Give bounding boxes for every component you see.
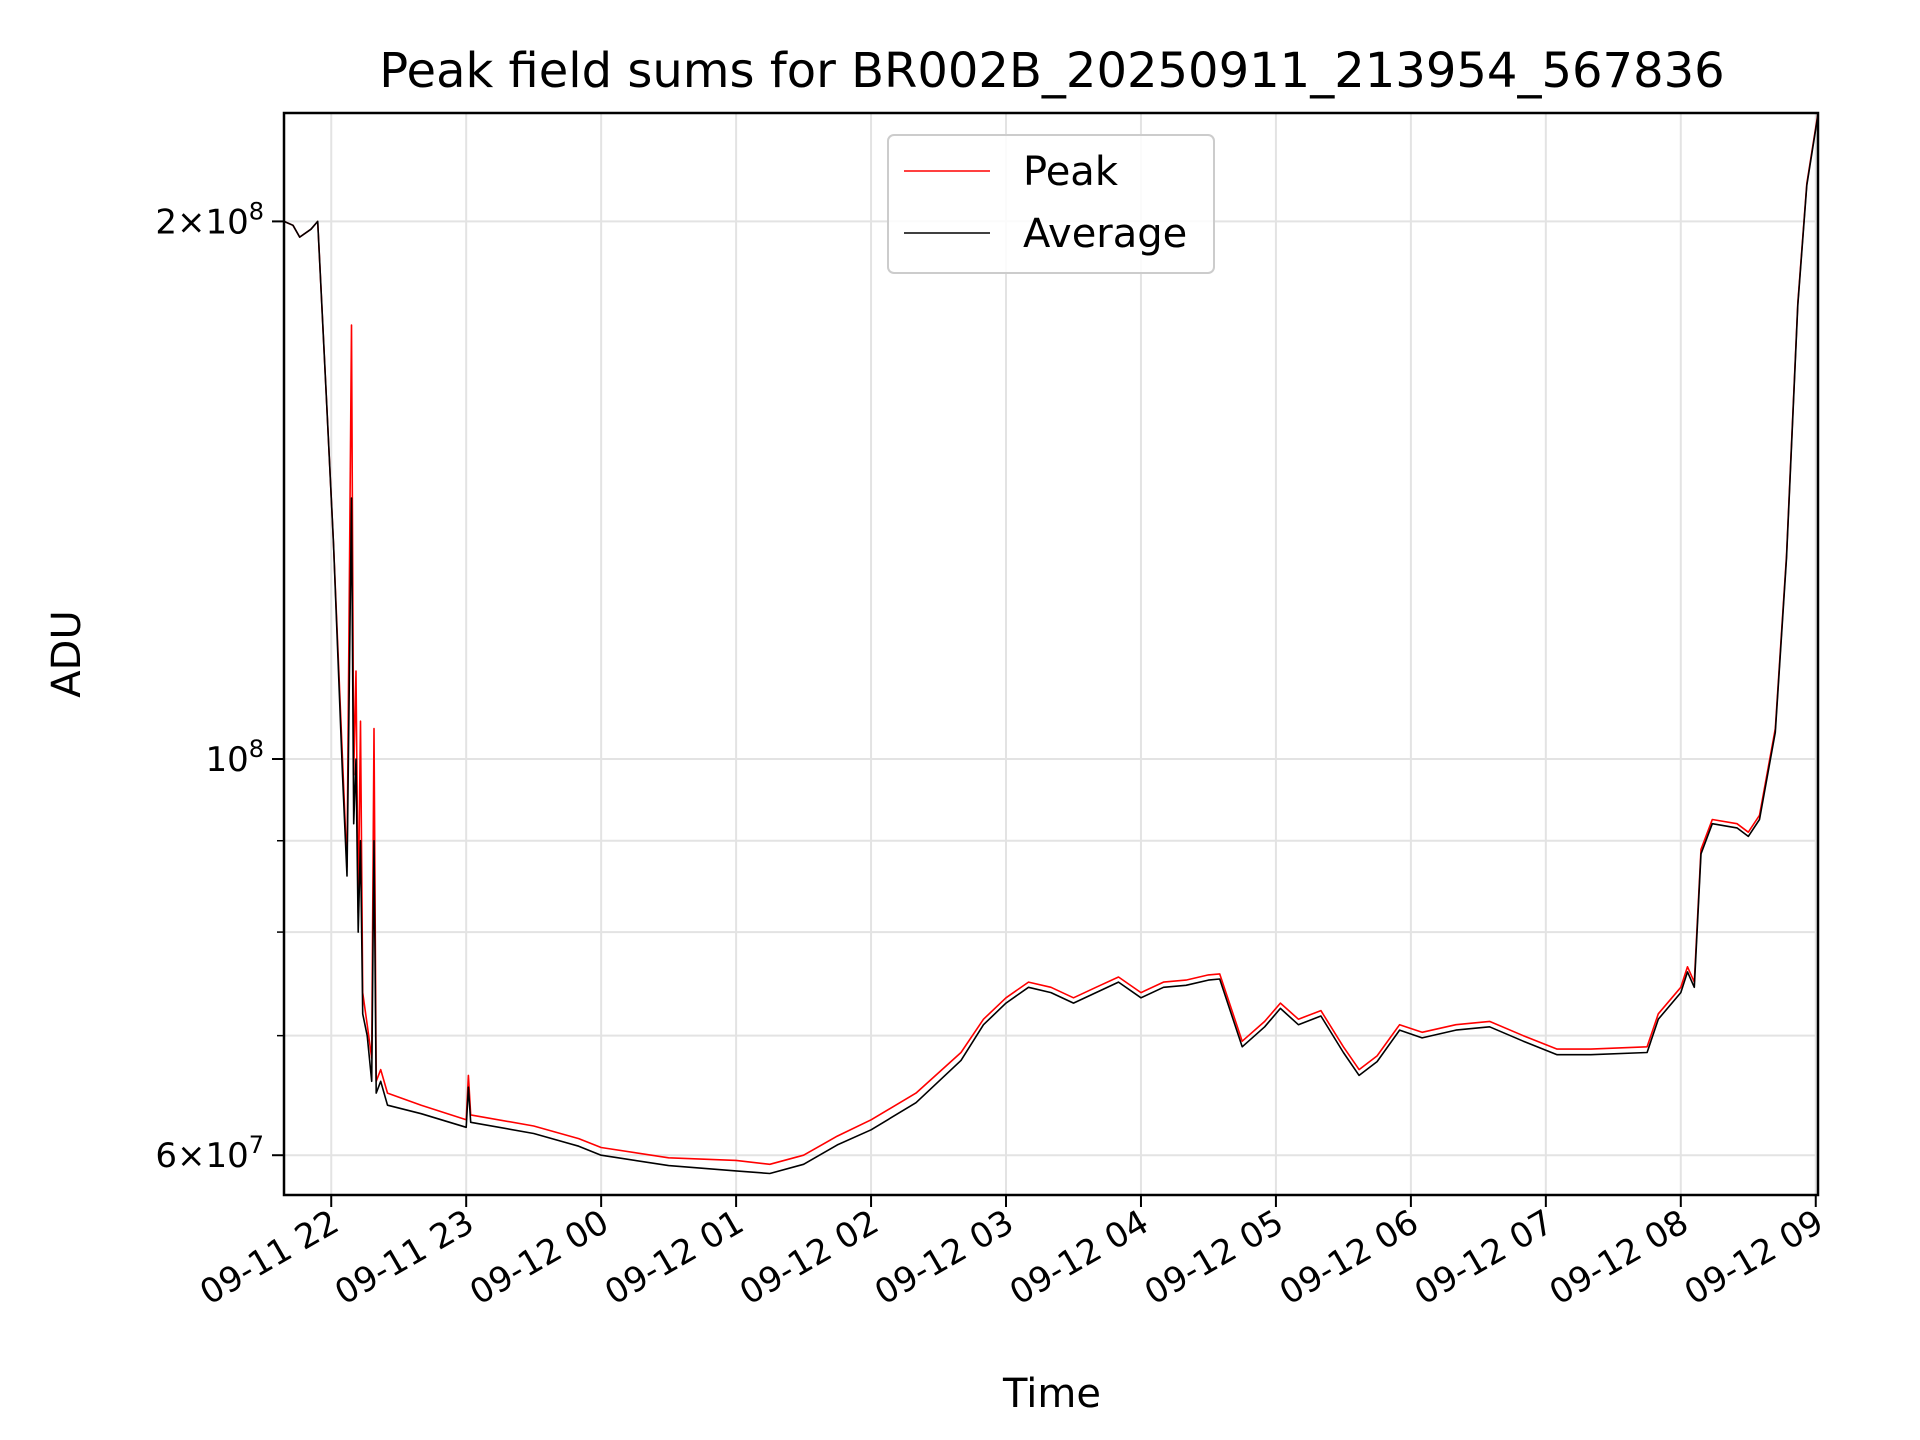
x-tick-label: 09-12 07 (1408, 1202, 1560, 1313)
x-tick-label: 09-12 00 (463, 1202, 615, 1313)
x-tick-label: 09-12 06 (1273, 1202, 1425, 1313)
legend: Peak Average (887, 134, 1215, 274)
x-tick-label: 09-11 22 (193, 1202, 345, 1313)
legend-box (887, 134, 1215, 274)
x-tick-label: 09-12 03 (868, 1202, 1020, 1313)
y-axis-ticks: 6×107 108 2×108 (155, 197, 284, 1176)
x-tick-label: 09-12 01 (598, 1202, 750, 1313)
y-axis-label: ADU (44, 610, 90, 697)
x-tick-label: 09-12 09 (1678, 1202, 1830, 1313)
series-line-average (283, 114, 1819, 1175)
plot-frame (282, 111, 1820, 1197)
x-tick-label: 09-12 05 (1138, 1202, 1290, 1313)
x-axis-label: Time (1002, 1371, 1101, 1417)
x-tick-label: 09-12 08 (1543, 1202, 1695, 1313)
chart-title: Peak field sums for BR002B_20250911_2139… (379, 43, 1724, 99)
x-tick-label: 09-11 23 (328, 1202, 480, 1313)
x-tick-label: 09-12 04 (1003, 1202, 1155, 1313)
grid (284, 113, 1818, 1195)
series-lines (283, 112, 1819, 1175)
legend-label-peak: Peak (1023, 149, 1119, 195)
legend-label-average: Average (1023, 211, 1187, 257)
x-tick-label: 09-12 02 (733, 1202, 885, 1313)
series-line-peak (283, 112, 1819, 1166)
y-tick-label: 2×108 (155, 197, 264, 242)
y-tick-label: 108 (205, 735, 264, 780)
y-tick-label: 6×107 (155, 1131, 264, 1176)
